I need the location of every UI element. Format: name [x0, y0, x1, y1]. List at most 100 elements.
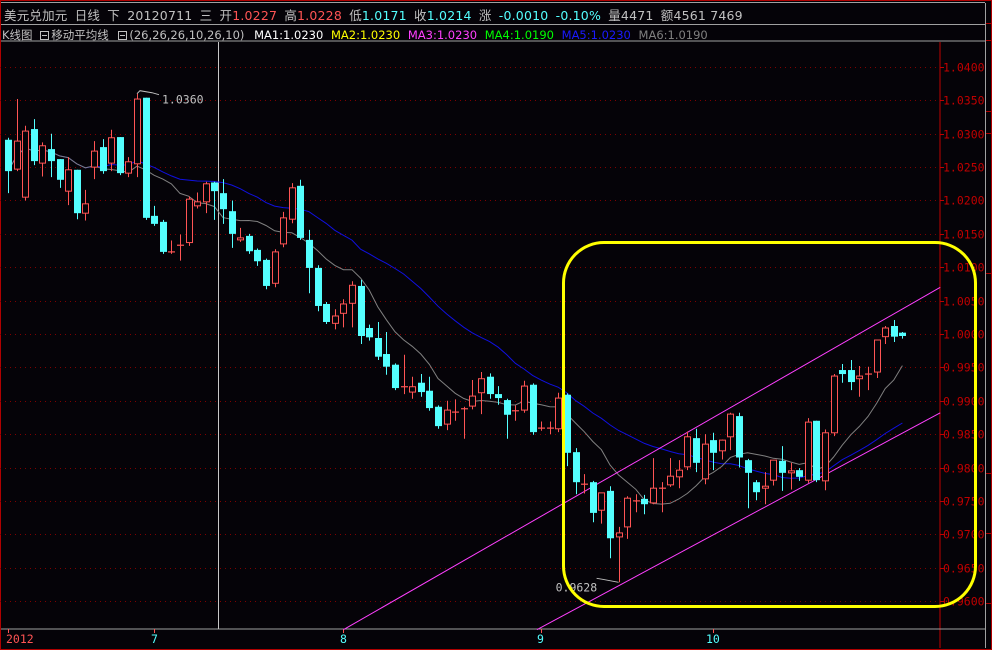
- candle: [856, 366, 863, 397]
- candle-body: [521, 385, 528, 411]
- candle: [693, 428, 700, 473]
- y-tick-label: 1.0050: [943, 295, 985, 309]
- candle: [186, 196, 193, 246]
- candle-body: [297, 185, 304, 238]
- candle: [134, 93, 141, 178]
- candle: [719, 439, 726, 460]
- period[interactable]: 日线: [74, 8, 101, 23]
- y-tick-label: 0.9600: [943, 595, 985, 609]
- candle-body: [530, 384, 537, 433]
- candle: [452, 399, 459, 421]
- candle: [710, 432, 717, 471]
- candle: [650, 458, 657, 505]
- candle: [91, 141, 98, 180]
- candle: [177, 234, 184, 261]
- candle-body: [736, 416, 743, 458]
- candle: [100, 139, 107, 174]
- candle: [280, 211, 287, 248]
- candle-body: [710, 440, 717, 453]
- ma-long-line: [7, 147, 903, 479]
- candle-body: [762, 485, 769, 489]
- candle: [39, 142, 46, 177]
- candle: [745, 458, 752, 509]
- candle: [461, 406, 468, 439]
- candle-body: [805, 421, 812, 481]
- collapse-icon[interactable]: [118, 31, 128, 40]
- candle: [607, 486, 614, 559]
- annotation-leader: [136, 90, 160, 96]
- candle: [168, 240, 175, 254]
- candle-body: [340, 303, 347, 314]
- indicator-name[interactable]: 移动平均线: [51, 28, 109, 42]
- candle-body: [495, 394, 502, 399]
- candle: [220, 179, 227, 224]
- candle: [598, 492, 605, 524]
- candle-body: [856, 375, 863, 380]
- candle-body: [848, 370, 855, 383]
- candle-body: [745, 460, 752, 473]
- candle: [366, 324, 373, 341]
- candle-body: [332, 315, 339, 324]
- candle-body: [719, 439, 726, 452]
- candle-body: [504, 400, 511, 415]
- candle: [641, 494, 648, 515]
- candle-body: [186, 198, 193, 244]
- candle-body: [667, 475, 674, 486]
- open-label: 开: [219, 8, 233, 23]
- candle-body: [134, 98, 141, 165]
- candle: [375, 321, 382, 361]
- candle-body: [409, 386, 416, 393]
- candle-body: [315, 267, 322, 306]
- candle-body: [555, 397, 562, 430]
- candle: [418, 374, 425, 397]
- candle: [444, 400, 451, 431]
- collapse-icon[interactable]: [40, 31, 50, 40]
- candle: [323, 301, 330, 324]
- candle: [14, 99, 21, 172]
- candle: [22, 125, 29, 201]
- candle: [831, 374, 838, 437]
- y-tick-label: 1.0200: [943, 194, 985, 208]
- candle-body: [203, 183, 210, 203]
- candle-body: [31, 129, 38, 162]
- x-tick-label: 2012: [6, 632, 34, 646]
- candle: [487, 373, 494, 399]
- channel-trendline: [536, 412, 941, 631]
- candle-body: [641, 498, 648, 505]
- top-divider: [1, 2, 985, 3]
- candle: [160, 219, 167, 254]
- y-tick-label: 0.9650: [943, 562, 985, 576]
- candle-body: [392, 364, 399, 389]
- x-tick-label: 7: [151, 632, 158, 646]
- candle-body: [822, 432, 829, 482]
- candle-body: [899, 332, 906, 337]
- candle: [727, 412, 734, 451]
- candle: [504, 398, 511, 439]
- candle: [48, 133, 55, 178]
- candle: [297, 179, 304, 240]
- candle: [676, 460, 683, 489]
- low-value: 1.0171: [361, 8, 407, 23]
- candle-body: [108, 137, 115, 164]
- candle: [203, 181, 210, 214]
- candle-body: [246, 235, 253, 252]
- header-divider: [1, 24, 985, 25]
- chart-type-label[interactable]: K线图: [2, 28, 33, 42]
- candle-body: [444, 409, 451, 425]
- candle-body: [624, 497, 631, 528]
- candle: [564, 393, 571, 467]
- ma-short-line: [7, 147, 903, 505]
- candle-body: [487, 376, 494, 395]
- indicator-params: (26,26,26,10,26,10): [129, 28, 245, 42]
- candle: [512, 405, 519, 421]
- candle: [435, 405, 442, 429]
- side-panel[interactable]: [985, 3, 992, 648]
- change-percent: -0.10%: [555, 8, 602, 23]
- candle-body: [280, 217, 287, 245]
- high-label: 高: [284, 8, 298, 23]
- weekday: 三: [199, 8, 213, 23]
- candle: [581, 474, 588, 494]
- candle-body: [779, 460, 786, 473]
- candle: [229, 200, 236, 248]
